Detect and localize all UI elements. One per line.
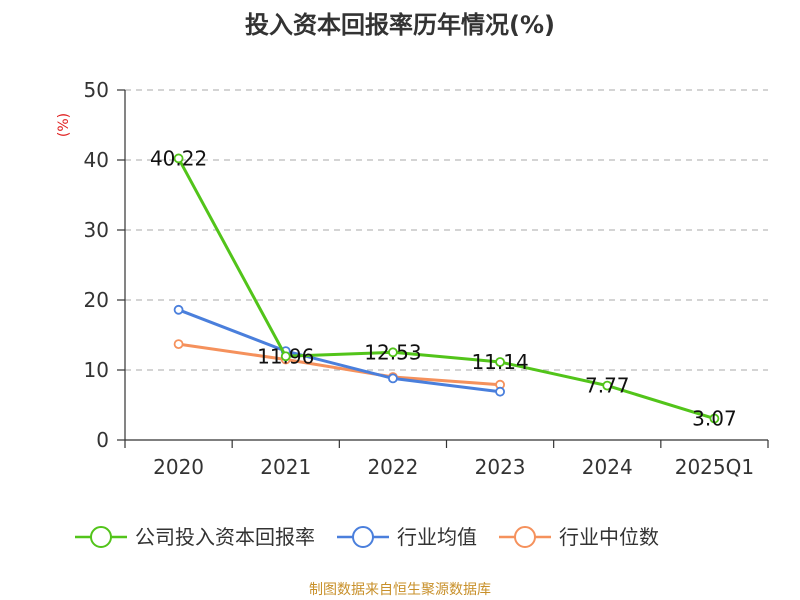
source-note: 制图数据来自恒生聚源数据库 — [309, 582, 491, 598]
legend-label: 公司投入资本回报率 — [135, 525, 315, 549]
grid-lines — [125, 89, 768, 371]
legend-marker — [352, 526, 374, 548]
data-point — [709, 413, 720, 424]
series-line-1 — [177, 157, 715, 420]
legend-label: 行业中位数 — [559, 525, 659, 549]
x-tick-label: 2023 — [475, 455, 526, 479]
data-point — [173, 339, 184, 350]
y-tick-label: 10 — [84, 358, 109, 382]
x-tick-label: 2021 — [260, 455, 311, 479]
y-tick-label: 50 — [84, 78, 109, 102]
data-label: 12.53 — [364, 340, 421, 364]
data-label: 40.22 — [150, 146, 207, 170]
data-point — [173, 153, 184, 164]
axes — [124, 90, 768, 441]
legend-item-2[interactable]: 行业均值 — [337, 525, 477, 549]
series-layer — [173, 153, 720, 424]
data-point — [388, 347, 398, 358]
legend-item-1[interactable]: 公司投入资本回报率 — [75, 525, 315, 549]
series-line-3 — [178, 342, 501, 387]
data-labels: 40.22 11.96 12.53 11.14 7.77 3.07 — [150, 146, 737, 430]
data-label: 11.96 — [257, 344, 314, 368]
y-tick-label: 20 — [84, 288, 109, 312]
data-point — [495, 386, 505, 397]
data-label: 7.77 — [585, 374, 630, 398]
x-tick-label: 2025Q1 — [675, 455, 754, 479]
data-label: 11.14 — [471, 350, 528, 374]
y-tick-label: 40 — [84, 148, 109, 172]
legend-item-3[interactable]: 行业中位数 — [499, 525, 659, 549]
x-axis-ticks: 2020 2021 2022 2023 2024 2025Q1 — [124, 440, 769, 479]
x-tick-label: 2020 — [153, 455, 204, 479]
legend-marker — [514, 526, 536, 548]
legend-label: 行业均值 — [397, 525, 477, 549]
data-point — [495, 357, 505, 367]
x-tick-label: 2024 — [582, 455, 633, 479]
legend-marker — [90, 526, 112, 548]
y-axis-ticks: 0 10 20 30 40 50 — [84, 78, 125, 452]
chart-title: 投入资本回报率历年情况(%) — [245, 11, 555, 39]
series-line-2 — [178, 308, 501, 394]
data-point — [602, 380, 613, 391]
data-point — [173, 304, 184, 315]
x-tick-label: 2022 — [367, 455, 418, 479]
data-label: 3.07 — [692, 407, 737, 431]
y-tick-label: 0 — [96, 428, 109, 452]
data-point — [388, 373, 398, 384]
data-point — [280, 351, 291, 362]
legend[interactable]: 公司投入资本回报率 行业均值 行业中位数 — [75, 525, 659, 549]
y-axis-unit: (%) — [56, 113, 72, 137]
y-tick-label: 30 — [84, 218, 109, 242]
